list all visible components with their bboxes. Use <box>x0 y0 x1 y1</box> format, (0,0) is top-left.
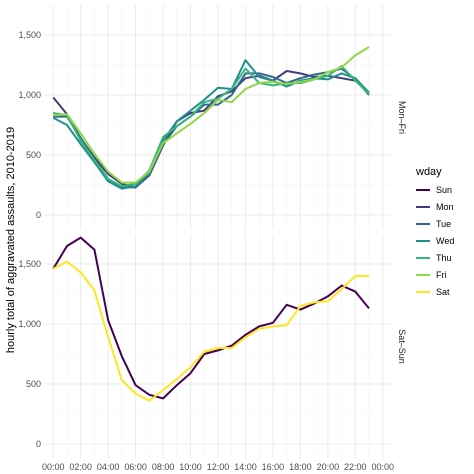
legend-item-wed: Wed <box>416 236 454 246</box>
legend-item-mon: Mon <box>416 202 454 212</box>
x-tick-label: 20:00 <box>317 462 340 472</box>
x-tick-label: 14:00 <box>234 462 257 472</box>
facet-strip-label: Mon–Fri <box>397 101 407 134</box>
x-tick-label: 02:00 <box>69 462 92 472</box>
legend: wday Sun Mon Tue Wed Thu Fri Sat <box>415 166 454 297</box>
x-tick-label: 04:00 <box>97 462 120 472</box>
x-tick-label: 22:00 <box>344 462 367 472</box>
panel-2: 0 500 1,000 1,500 Sat–Sun <box>18 234 407 459</box>
x-tick-label: 16:00 <box>262 462 285 472</box>
x-tick-label: 08:00 <box>152 462 175 472</box>
facet-strip-label: Sat–Sun <box>397 329 407 364</box>
y-tick-label: 500 <box>26 379 41 389</box>
legend-label: Wed <box>436 236 454 246</box>
facet-strip <box>391 5 407 230</box>
x-tick-label: 18:00 <box>289 462 312 472</box>
y-tick-label: 1,000 <box>18 90 41 100</box>
x-tick-label: 00:00 <box>371 462 394 472</box>
legend-item-sat: Sat <box>416 287 450 297</box>
legend-item-fri: Fri <box>416 270 447 280</box>
series-line-sat <box>52 260 369 402</box>
series-line-fri <box>53 46 370 184</box>
x-tick-label: 00:00 <box>42 462 65 472</box>
y-tick-label: 500 <box>26 150 41 160</box>
y-axis-title: hourly total of aggravated assaults, 201… <box>5 127 17 353</box>
panels-layer: 0 500 1,000 1,500 Mon–Fri 0 500 1,000 1,500 Sat–S… <box>18 5 407 472</box>
legend-item-sun: Sun <box>416 185 452 195</box>
legend-item-tue: Tue <box>416 219 451 229</box>
legend-label: Tue <box>436 219 451 229</box>
facet-strip <box>391 234 407 459</box>
y-tick-label: 1,000 <box>18 319 41 329</box>
y-tick-label: 0 <box>36 210 41 220</box>
series-line-mon <box>52 70 370 189</box>
y-tick-label: 0 <box>36 439 41 449</box>
legend-label: Sun <box>436 185 452 195</box>
y-tick-label: 1,500 <box>18 259 41 269</box>
x-tick-label: 12:00 <box>207 462 230 472</box>
panel-1: 0 500 1,000 1,500 Mon–Fri <box>18 5 407 230</box>
legend-label: Mon <box>436 202 454 212</box>
legend-item-thu: Thu <box>416 253 452 263</box>
legend-label: Thu <box>436 253 452 263</box>
legend-label: Sat <box>436 287 450 297</box>
x-tick-label: 10:00 <box>179 462 202 472</box>
x-axis: 00:00 02:00 04:00 06:00 08:00 10:00 12:00 14:00… <box>42 462 394 472</box>
x-tick-label: 06:00 <box>124 462 147 472</box>
y-tick-label: 1,500 <box>18 30 41 40</box>
legend-label: Fri <box>436 270 447 280</box>
legend-title: wday <box>415 166 442 178</box>
